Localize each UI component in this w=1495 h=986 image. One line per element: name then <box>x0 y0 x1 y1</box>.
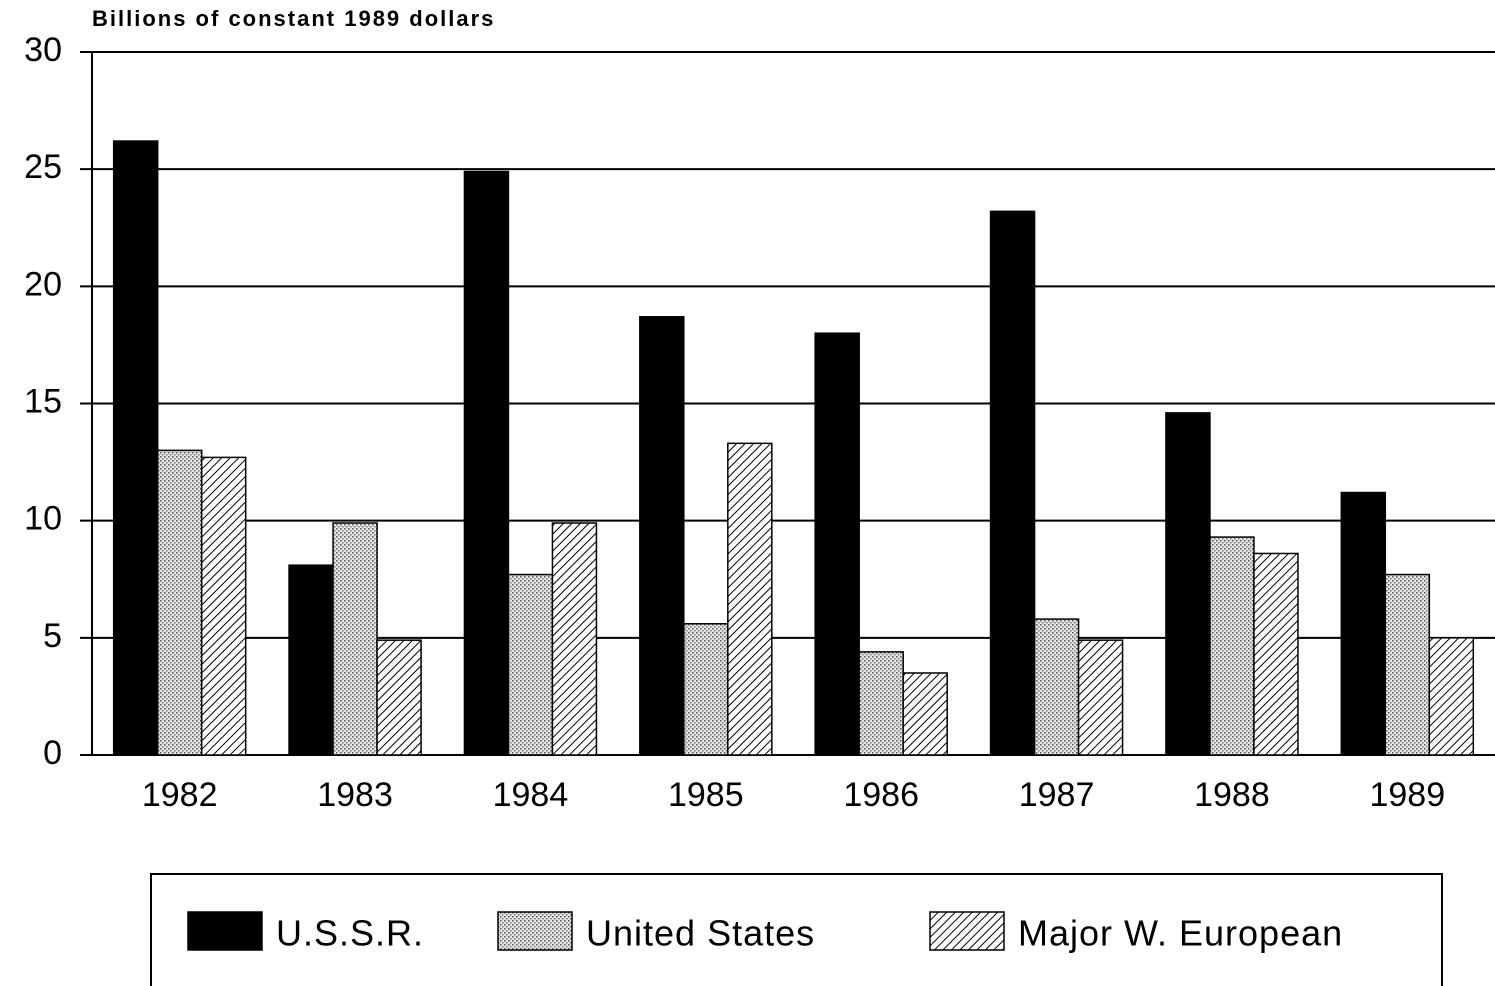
y-tick-label: 30 <box>24 31 62 69</box>
bar <box>551 522 598 756</box>
bar <box>1077 639 1124 756</box>
bar <box>463 170 510 756</box>
legend-swatch <box>497 911 573 951</box>
bar <box>683 623 729 756</box>
y-tick-label: 10 <box>24 500 62 538</box>
bar <box>1033 618 1080 756</box>
legend-label: Major W. European <box>1018 913 1343 954</box>
bar <box>858 651 904 756</box>
bar <box>989 210 1036 756</box>
bar <box>200 456 247 756</box>
legend-label: United States <box>586 913 815 954</box>
x-tick-label: 1984 <box>493 776 569 814</box>
bar <box>1428 637 1475 756</box>
x-tick-label: 1989 <box>1369 776 1445 814</box>
legend-swatch <box>187 911 263 951</box>
y-tick-label: 15 <box>24 382 62 420</box>
bar <box>288 564 334 756</box>
y-tick-label: 5 <box>43 617 62 655</box>
bar <box>902 672 948 756</box>
x-tick-label: 1985 <box>668 776 744 814</box>
y-tick-label: 20 <box>24 265 62 303</box>
bar <box>507 573 554 756</box>
bar <box>1340 491 1387 756</box>
x-tick-label: 1983 <box>317 776 393 814</box>
x-tick-label: 1987 <box>1019 776 1095 814</box>
bar <box>156 449 203 756</box>
x-tick-label: 1982 <box>142 776 218 814</box>
bar <box>814 332 860 756</box>
bar <box>727 442 773 756</box>
bar <box>1209 536 1255 756</box>
legend-box <box>150 873 1443 986</box>
legend-swatch <box>929 911 1005 951</box>
x-tick-label: 1986 <box>843 776 919 814</box>
y-tick-label: 0 <box>43 734 62 772</box>
bar <box>639 316 685 756</box>
y-tick-label: 25 <box>24 148 62 186</box>
bar <box>112 140 159 756</box>
x-tick-label: 1988 <box>1194 776 1270 814</box>
bar <box>1253 552 1299 756</box>
bar <box>1384 573 1431 756</box>
bar <box>332 522 378 756</box>
bar <box>376 639 422 756</box>
chart-title: Billions of constant 1989 dollars <box>92 6 495 31</box>
legend-label: U.S.S.R. <box>276 913 424 954</box>
bar <box>1165 412 1211 756</box>
